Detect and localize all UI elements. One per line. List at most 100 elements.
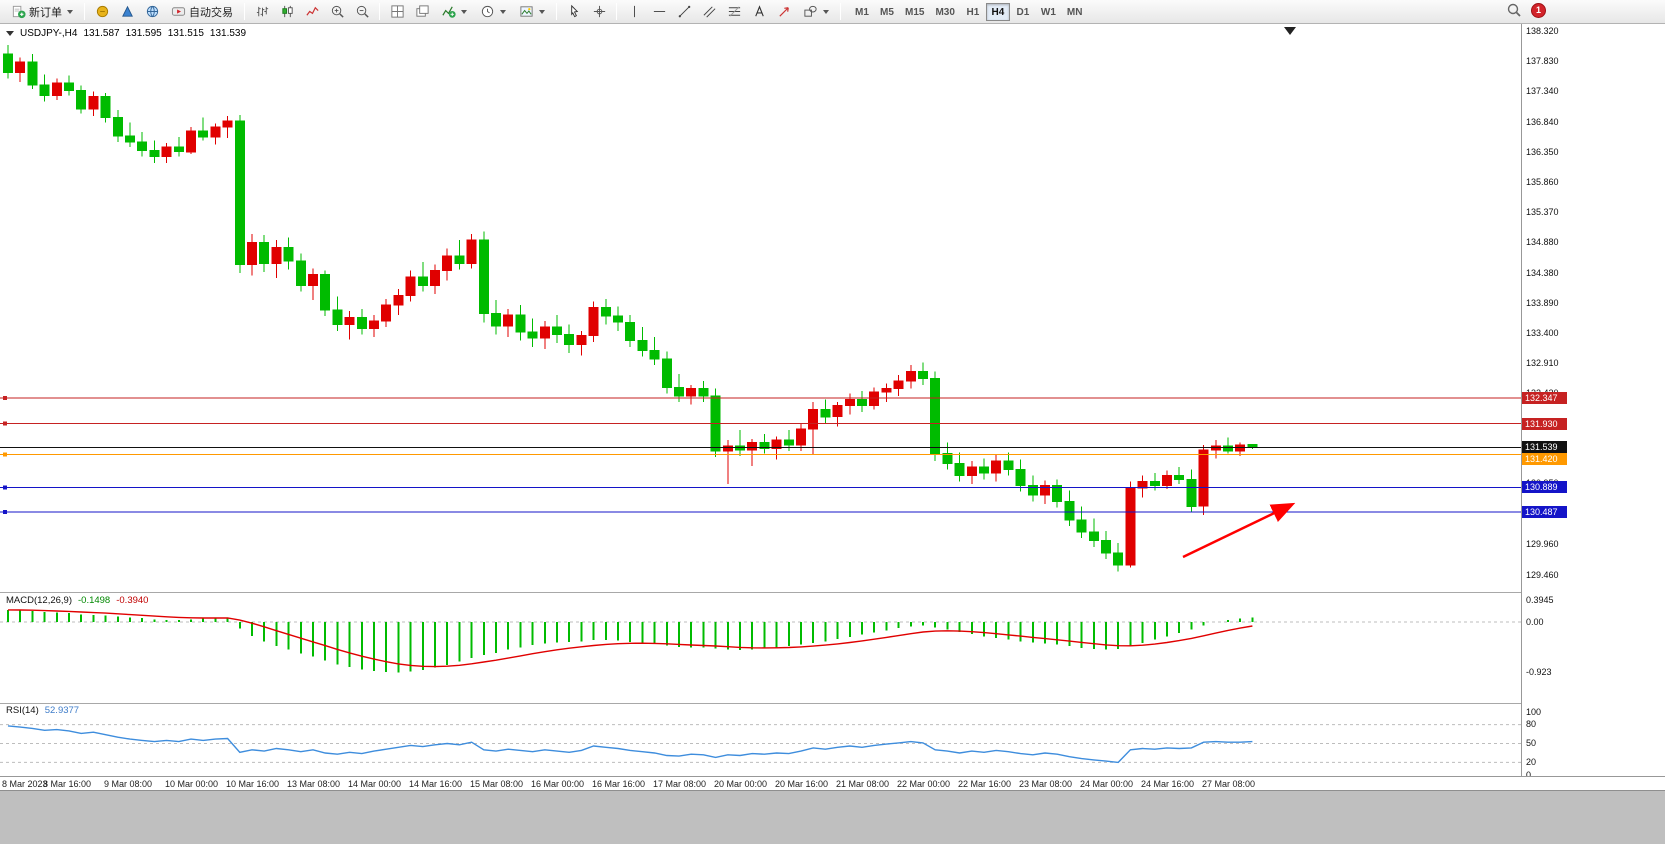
price-axis-label: 137.830: [1526, 56, 1559, 67]
search-icon[interactable]: [1506, 2, 1522, 18]
community-icon: [146, 5, 158, 18]
zoom-in-button[interactable]: [325, 2, 349, 22]
arrow-tool-button[interactable]: [772, 2, 796, 22]
timeframe-w1[interactable]: W1: [1040, 6, 1056, 18]
price-axis-label: 138.320: [1526, 26, 1559, 36]
timeframe-m1[interactable]: M1: [855, 6, 869, 18]
new-order-button[interactable]: 新订单: [5, 2, 79, 22]
timeframe-group: M1 M5 M15 M30 H1 H4 D1 W1 MN: [850, 2, 1087, 21]
trend-arrow: [1182, 502, 1296, 559]
templates-button[interactable]: [513, 2, 551, 22]
price-axis-label: 129.460: [1526, 569, 1559, 580]
toolbar-separator: [84, 3, 85, 20]
indicators-button[interactable]: [435, 2, 473, 22]
crosshair-icon: [593, 5, 605, 18]
shapes-button[interactable]: [797, 2, 835, 22]
timeframe-m30[interactable]: M30: [935, 6, 955, 18]
price-axis-label: 133.400: [1526, 327, 1559, 338]
time-axis-label: 22 Mar 16:00: [958, 779, 1012, 789]
time-axis-label: 10 Mar 16:00: [226, 779, 280, 789]
vertical-line-icon: [633, 5, 635, 18]
text-tool-button[interactable]: [747, 2, 771, 22]
time-axis-label: 15 Mar 08:00: [470, 779, 524, 789]
ohlc-open: 131.587: [83, 28, 120, 39]
price-axis-label: 137.340: [1526, 86, 1559, 97]
price-axis[interactable]: 138.320 137.830 137.340 136.840 136.350 135.8…: [1521, 24, 1567, 780]
timeframe-mn[interactable]: MN: [1066, 6, 1083, 18]
tile-windows-button[interactable]: [385, 2, 409, 22]
time-axis-label: 27 Mar 08:00: [1202, 779, 1256, 789]
bar-chart-button[interactable]: [250, 2, 274, 22]
timeframe-h4[interactable]: H4: [985, 2, 1010, 21]
fibonacci-button[interactable]: [722, 2, 746, 22]
macd-axis-label: -0.923: [1526, 667, 1552, 678]
main-toolbar: 新订单 自动交易: [0, 0, 1665, 24]
market-button[interactable]: [90, 2, 114, 22]
new-order-label: 新订单: [29, 6, 62, 19]
timeframe-d1[interactable]: D1: [1016, 6, 1030, 18]
price-axis-label: 133.890: [1526, 297, 1559, 308]
zoom-out-button[interactable]: [350, 2, 374, 22]
cascade-windows-button[interactable]: [410, 2, 434, 22]
ohlc-low: 131.515: [167, 28, 204, 39]
trendline-button[interactable]: [672, 2, 696, 22]
cursor-button[interactable]: [562, 2, 586, 22]
macd-indicator-label: MACD(12,26,9) -0.1498 -0.3940: [6, 595, 148, 606]
time-axis[interactable]: 8 Mar 2023 8 Mar 16:00 9 Mar 08:00 10 Mar 0…: [0, 776, 1665, 790]
macd-panel: [0, 609, 1521, 673]
one-click-trading-toggle-icon[interactable]: [6, 31, 14, 36]
line-chart-button[interactable]: [300, 2, 324, 22]
shapes-caret-icon: [823, 9, 829, 14]
rsi-axis-label: 50: [1526, 738, 1537, 748]
rsi-panel: [0, 724, 1521, 764]
macd-histogram: [7, 609, 1254, 673]
macd-signal-value: -0.3940: [116, 595, 149, 606]
signals-icon: [121, 5, 133, 17]
price-axis-label: 129.960: [1526, 538, 1559, 549]
candles: [3, 45, 1258, 572]
toolbar-separator: [244, 3, 245, 20]
periods-button[interactable]: [474, 2, 512, 22]
indicators-caret-icon: [461, 9, 467, 14]
time-axis-label: 17 Mar 08:00: [653, 779, 707, 789]
zoom-out-icon: [356, 5, 369, 18]
crosshair-button[interactable]: [587, 2, 611, 22]
line-chart-icon: [305, 6, 319, 16]
timeframe-m15[interactable]: M15: [905, 6, 925, 18]
channel-button[interactable]: [697, 2, 721, 22]
price-line-label: 131.930: [1522, 417, 1567, 430]
price-line-label: 132.347: [1522, 391, 1567, 404]
time-axis-label: 10 Mar 00:00: [165, 779, 219, 789]
time-axis-label: 20 Mar 00:00: [714, 779, 768, 789]
time-axis-label: 14 Mar 16:00: [409, 779, 463, 789]
rsi-axis-label: 80: [1526, 719, 1537, 730]
price-axis-label: 135.860: [1526, 176, 1559, 187]
price-line-label: 130.487: [1522, 506, 1567, 518]
vertical-line-button[interactable]: [622, 2, 646, 22]
panel-separators: [0, 592, 1521, 704]
fibonacci-icon: [728, 6, 740, 17]
rsi-axis-label: 0: [1526, 769, 1532, 780]
community-button[interactable]: [140, 2, 164, 22]
horizontal-line-button[interactable]: [647, 2, 671, 22]
rsi-axis-label: 20: [1526, 756, 1537, 767]
current-price-label: 131.539: [1522, 441, 1567, 454]
time-axis-label: 24 Mar 00:00: [1080, 779, 1134, 789]
chart-canvas[interactable]: [0, 24, 1521, 790]
signals-button[interactable]: [115, 2, 139, 22]
time-axis-label: 9 Mar 08:00: [104, 779, 153, 789]
rsi-indicator-label: RSI(14) 52.9377: [6, 705, 79, 716]
shapes-icon: [804, 5, 817, 17]
timeframe-m5[interactable]: M5: [880, 6, 894, 18]
time-axis-label: 13 Mar 08:00: [287, 779, 341, 789]
autotrading-button[interactable]: 自动交易: [165, 2, 239, 22]
period-clock-icon: [481, 5, 494, 18]
candlestick-chart-button[interactable]: [275, 2, 299, 22]
price-axis-label: 136.840: [1526, 116, 1559, 127]
tile-windows-icon: [390, 5, 404, 18]
horizontal-lines: [0, 395, 1521, 514]
notification-badge[interactable]: 1: [1531, 2, 1546, 18]
price-axis-label: 134.880: [1526, 237, 1559, 247]
timeframe-h1[interactable]: H1: [966, 6, 980, 18]
